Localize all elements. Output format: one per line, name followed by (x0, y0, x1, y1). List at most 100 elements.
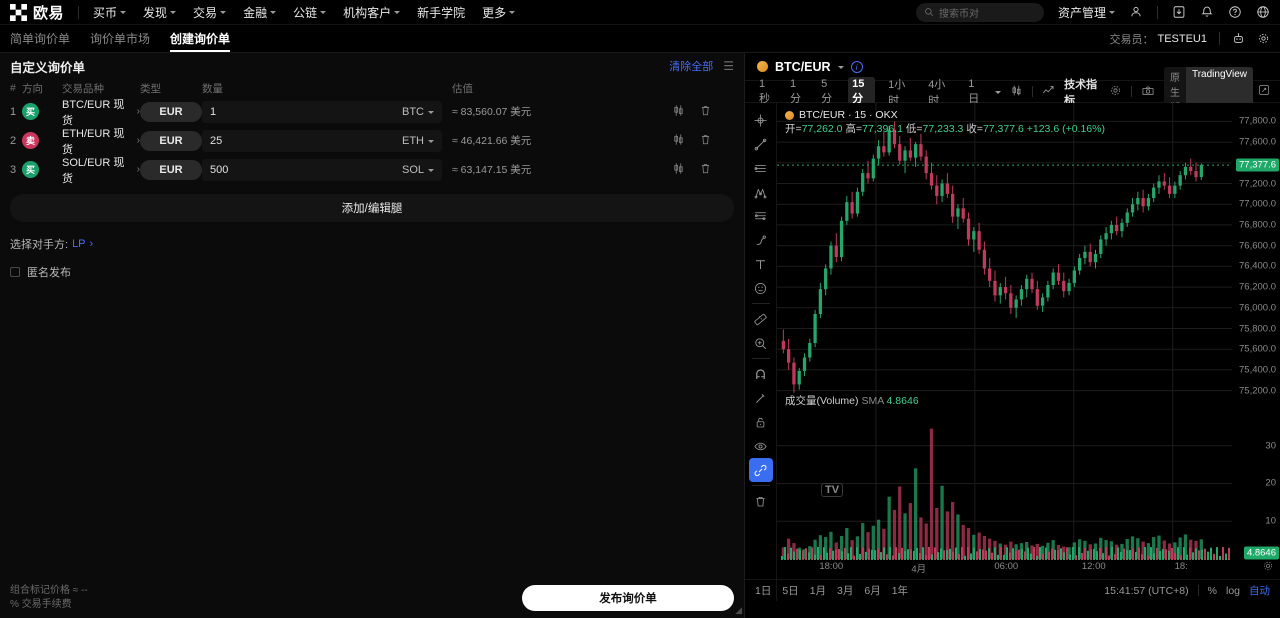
symbol-selector[interactable]: SOL/EUR 现货 › (62, 154, 140, 186)
tab-create-rfq[interactable]: 创建询价单 (170, 25, 231, 52)
chart-minimap[interactable] (777, 547, 1232, 561)
log-scale-button[interactable]: log (1225, 584, 1240, 597)
nav-item-discover[interactable]: 发现 (143, 4, 177, 21)
timeframe-1m[interactable]: 1分 (790, 77, 802, 105)
bell-icon[interactable] (1200, 5, 1214, 19)
info-icon[interactable]: i (850, 60, 863, 73)
text-icon[interactable] (749, 252, 773, 276)
nav-item-more[interactable]: 更多 (482, 4, 516, 21)
trend-line-icon[interactable] (749, 132, 773, 156)
help-icon[interactable] (1228, 5, 1242, 19)
timeframe-1s[interactable]: 1秒 (759, 77, 770, 105)
range-1d[interactable]: 1日 (755, 585, 772, 597)
candlestick-chart-icon[interactable] (672, 104, 685, 120)
magnet-icon[interactable] (749, 362, 773, 386)
delete-row-icon[interactable] (699, 162, 712, 178)
download-icon[interactable] (1172, 5, 1186, 19)
nav-item-buy[interactable]: 买币 (93, 4, 127, 21)
nav-item-academy[interactable]: 新手学院 (417, 4, 465, 21)
candlestick-chart-icon[interactable] (672, 133, 685, 149)
percent-scale-button[interactable]: % (1207, 584, 1217, 597)
tab-simple-rfq[interactable]: 简单询价单 (10, 32, 71, 46)
quantity-input[interactable]: 1 BTC (202, 100, 442, 123)
tradingview-logo[interactable]: TV (821, 483, 844, 497)
horizontal-lines-icon[interactable] (749, 156, 773, 180)
indicators-icon[interactable] (1042, 84, 1055, 100)
auto-scale-button[interactable]: 自动 (1249, 585, 1270, 597)
zoom-in-icon[interactable] (749, 331, 773, 355)
table-row[interactable]: 1 买 BTC/EUR 现货 › EUR 1 BTC (0, 96, 744, 128)
row-side[interactable]: 卖 (22, 132, 62, 149)
price-axis[interactable]: 77,800.077,600.077,400.077,200.077,000.0… (1232, 103, 1280, 560)
timeframe-4h[interactable]: 4小时 (928, 78, 946, 107)
price-plot[interactable]: BTC/EUR · 15 · OKX 开=77,262.0 高=77,396.1… (777, 103, 1232, 559)
ruler-icon[interactable] (749, 307, 773, 331)
globe-icon[interactable] (1256, 5, 1270, 19)
pitchfork-icon[interactable] (749, 180, 773, 204)
user-icon[interactable] (1129, 5, 1143, 19)
table-row[interactable]: 2 卖 ETH/EUR 现货 › EUR 25 ETH (0, 125, 744, 157)
row-side[interactable]: 买 (22, 103, 62, 120)
remove-drawings-icon[interactable] (749, 489, 773, 513)
chevron-down-icon[interactable] (995, 90, 1002, 94)
timeframe-15m[interactable]: 15分 (848, 76, 876, 107)
settings-gear-icon[interactable] (1257, 32, 1270, 45)
delete-row-icon[interactable] (699, 104, 712, 120)
nav-item-trade[interactable]: 交易 (193, 4, 227, 21)
axis-settings-gear-icon[interactable] (1262, 560, 1274, 575)
indicators-label[interactable]: 技术指标 (1064, 78, 1098, 107)
counterparty-value[interactable]: LP (72, 238, 86, 250)
symbol-selector[interactable]: BTC/EUR 现货 › (62, 96, 140, 128)
robot-icon[interactable] (1232, 32, 1245, 45)
candlestick-chart-icon[interactable] (672, 162, 685, 178)
lock-icon[interactable] (749, 410, 773, 434)
range-6mo[interactable]: 6月 (864, 585, 881, 597)
quantity-unit-dropdown[interactable]: ETH (402, 135, 434, 147)
quantity-input[interactable]: 500 SOL (202, 158, 442, 181)
delete-row-icon[interactable] (699, 133, 712, 149)
chevron-down-icon[interactable] (837, 65, 844, 69)
nav-item-institutional[interactable]: 机构客户 (343, 4, 401, 21)
range-1mo[interactable]: 1月 (809, 585, 827, 597)
table-row[interactable]: 3 买 SOL/EUR 现货 › EUR 500 SOL (0, 154, 744, 186)
eye-hide-icon[interactable] (749, 434, 773, 458)
chart-body[interactable]: BTC/EUR · 15 · OKX 开=77,262.0 高=77,396.1… (745, 103, 1280, 601)
range-5d[interactable]: 5日 (782, 585, 799, 597)
row-side[interactable]: 买 (22, 161, 62, 178)
fibonacci-icon[interactable] (749, 204, 773, 228)
crosshair-icon[interactable] (749, 108, 773, 132)
panel-menu-icon[interactable]: ☰ (723, 59, 734, 73)
chart-settings-gear-icon[interactable] (1109, 84, 1122, 100)
publish-rfq-button[interactable]: 发布询价单 (522, 585, 734, 611)
search-input[interactable]: 搜索币对 (915, 2, 1044, 22)
resize-handle[interactable]: ◢ (735, 605, 742, 615)
nav-item-chain[interactable]: 公链 (293, 4, 327, 21)
chevron-right-icon[interactable]: › (89, 238, 94, 250)
timeframe-1d[interactable]: 1日 (968, 77, 980, 105)
snapshot-icon[interactable] (1141, 84, 1155, 100)
time-axis[interactable]: 18:00 4月 06:00 12:00 18: (777, 561, 1232, 577)
timeframe-1h[interactable]: 1小时 (888, 78, 906, 107)
type-pill[interactable]: EUR (140, 101, 202, 122)
brand-logo[interactable]: 欧易 (10, 2, 64, 23)
range-1y[interactable]: 1年 (891, 585, 909, 597)
range-3mo[interactable]: 3月 (837, 585, 854, 597)
type-pill[interactable]: EUR (140, 130, 202, 151)
link-objects-icon[interactable] (748, 458, 773, 482)
stay-in-drawing-mode-icon[interactable] (749, 386, 773, 410)
tab-rfq-market[interactable]: 询价单市场 (90, 32, 151, 46)
timeframe-5m[interactable]: 5分 (821, 77, 833, 105)
chart-type-icon[interactable] (1010, 84, 1023, 100)
quantity-input[interactable]: 25 ETH (202, 129, 442, 152)
symbol-selector[interactable]: ETH/EUR 现货 › (62, 125, 140, 157)
anonymous-checkbox[interactable] (10, 267, 20, 277)
nav-item-finance[interactable]: 金融 (243, 4, 277, 21)
emoji-icon[interactable] (749, 276, 773, 300)
add-edit-leg-button[interactable]: 添加/编辑腿 (10, 194, 734, 222)
quantity-unit-dropdown[interactable]: BTC (402, 106, 434, 118)
assets-menu[interactable]: 资产管理 (1058, 4, 1115, 21)
clear-all-button[interactable]: 清除全部 (669, 61, 714, 73)
fullscreen-icon[interactable] (1258, 84, 1270, 99)
anonymous-publish-row[interactable]: 匿名发布 (0, 256, 744, 288)
brush-icon[interactable] (749, 228, 773, 252)
